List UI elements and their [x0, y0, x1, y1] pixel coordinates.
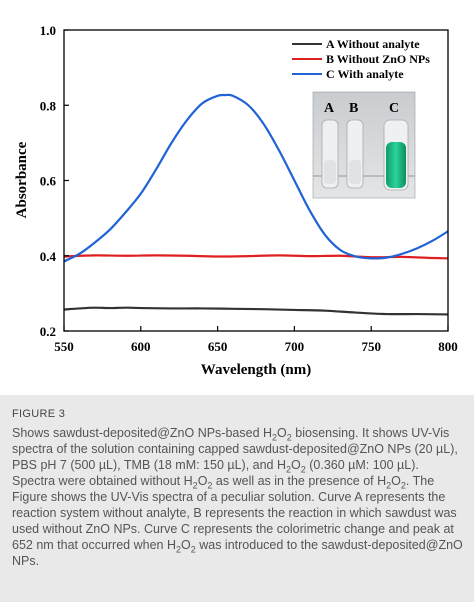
- x-tick-label: 800: [438, 339, 458, 354]
- legend-label-a: A Without analyte: [326, 37, 420, 51]
- inset-label-a: A: [324, 101, 335, 116]
- inset-label-b: B: [349, 101, 358, 116]
- legend-label-b: B Without ZnO NPs: [326, 52, 430, 66]
- x-tick-label: 700: [285, 339, 305, 354]
- x-tick-label: 600: [131, 339, 151, 354]
- legend-label-c: C With analyte: [326, 67, 404, 81]
- y-tick-label: 0.2: [40, 324, 56, 339]
- curve-b-line: [64, 254, 448, 260]
- figure-caption: Shows sawdust-deposited@ZnO NPs-based H2…: [12, 426, 463, 568]
- x-axis-label: Wavelength (nm): [201, 362, 311, 378]
- figure: 550 600 650 700 750 800 0.2 0.4 0.6 0.8 1.0 Absorb…: [14, 23, 458, 378]
- y-tick-label: 0.4: [40, 249, 57, 264]
- y-tick-label: 1.0: [40, 23, 56, 38]
- x-tick-label: 650: [208, 339, 228, 354]
- y-tick-label: 0.6: [40, 174, 57, 189]
- x-tick-label: 550: [54, 339, 74, 354]
- x-tick-label: 750: [361, 339, 381, 354]
- inset-label-c: C: [389, 101, 399, 116]
- legend: A Without analyte B Without ZnO NPs C Wi…: [292, 37, 430, 81]
- y-tick-label: 0.8: [40, 98, 57, 113]
- curve-c-line: [64, 93, 448, 263]
- uv-vis-chart: 550 600 650 700 750 800 0.2 0.4 0.6 0.8 1.0 Absorb…: [14, 23, 458, 378]
- caption-box: FIGURE 3 Shows sawdust-deposited@ZnO NPs…: [0, 395, 474, 602]
- inset-vial-photo: A B C: [312, 91, 416, 199]
- y-axis-label: Absorbance: [14, 141, 30, 218]
- curve-a-line: [64, 306, 448, 316]
- figure-label: FIGURE 3: [12, 408, 66, 420]
